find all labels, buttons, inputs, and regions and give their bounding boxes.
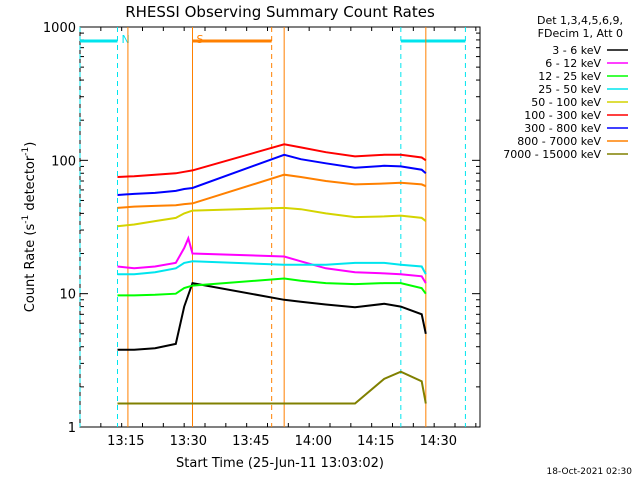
series-line — [117, 206, 427, 228]
legend-label: 3 - 6 keV — [552, 44, 601, 57]
x-tick-label: 13:15 — [107, 434, 144, 449]
legend-label: 300 - 800 keV — [524, 122, 601, 135]
legend-label: 25 - 50 keV — [538, 83, 601, 96]
series-line — [117, 143, 427, 178]
legend-header: Det 1,3,4,5,6,9, — [537, 14, 623, 27]
chart-title: RHESSI Observing Summary Count Rates — [125, 3, 435, 21]
y-axis: 1 10 100 1000 — [43, 21, 480, 436]
series-line — [117, 281, 427, 351]
y-tick-label: 1000 — [43, 21, 76, 36]
legend-label: 6 - 12 keV — [545, 57, 601, 70]
y-tick-label: 100 — [51, 154, 76, 169]
legend-label: 7000 - 15000 keV — [503, 148, 601, 161]
x-tick-label: 13:30 — [170, 434, 207, 449]
x-tick-label: 14:15 — [357, 434, 394, 449]
legend-label: 50 - 100 keV — [531, 96, 601, 109]
legend-label: 100 - 300 keV — [524, 109, 601, 122]
series-line — [117, 173, 427, 209]
y-axis-label: Count Rate (s-1 detector-1) — [21, 142, 38, 313]
x-tick-label: 14:30 — [420, 434, 457, 449]
legend-label: 12 - 25 keV — [538, 70, 601, 83]
series-line — [117, 277, 427, 297]
x-tick-label: 13:45 — [232, 434, 269, 449]
interval-label: S — [197, 33, 204, 46]
y-tick-label: 1 — [68, 421, 76, 436]
series-line — [117, 153, 427, 196]
series-line — [117, 260, 427, 276]
footer-timestamp: 18-Oct-2021 02:30 — [547, 467, 633, 477]
legend-header: FDecim 1, Att 0 — [538, 27, 623, 40]
legend: Det 1,3,4,5,6,9,FDecim 1, Att 0 3 - 6 keV… — [503, 14, 628, 161]
series-line — [117, 235, 427, 284]
plot-frame — [79, 26, 481, 428]
x-tick-label: 14:00 — [295, 434, 332, 449]
y-tick-label: 10 — [59, 288, 76, 303]
x-axis: 13:15 13:30 13:45 14:00 14:15 14:30 — [79, 27, 477, 449]
interval-label: N — [122, 33, 130, 46]
series-group — [117, 143, 427, 405]
legend-label: 800 - 7000 keV — [517, 135, 601, 148]
series-line — [117, 370, 427, 405]
x-axis-label: Start Time (25-Jun-11 13:03:02) — [176, 456, 384, 471]
